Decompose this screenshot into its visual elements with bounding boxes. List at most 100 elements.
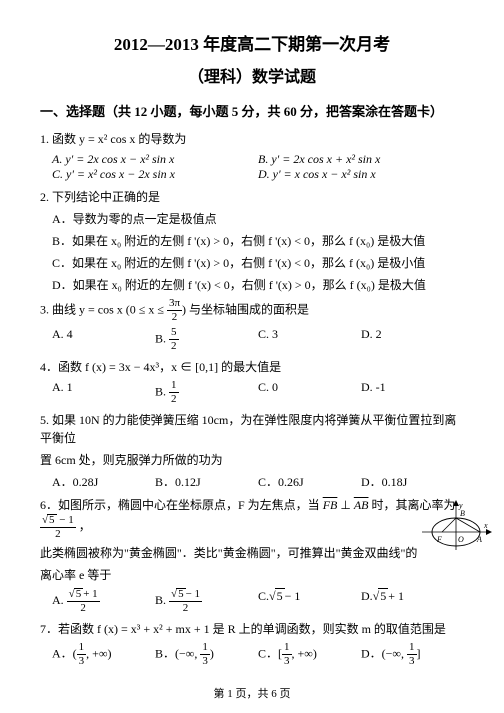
q3-opt-b: B. 52 xyxy=(155,327,258,352)
q6-ab: AB xyxy=(354,498,369,512)
q4-opt-a: A. 1 xyxy=(52,380,155,405)
q3-frac: 3π2 xyxy=(167,298,182,323)
q5-opt-d: D．0.18J xyxy=(361,473,464,490)
q3-opt-b-label: B. xyxy=(155,331,169,345)
q1-options: A. y' = 2x cos x − x² sin x B. y' = 2x c… xyxy=(52,152,464,182)
q6-line2: 此类椭圆被称为"黄金椭圆"．类比"黄金椭圆"，可推算出"黄金双曲线"的 xyxy=(40,544,464,562)
q7-d-post: ] xyxy=(417,646,421,660)
q4-opt-b-label: B. xyxy=(155,384,169,398)
q6-b-sqrt: 5 xyxy=(176,588,186,600)
fig-label-a: A xyxy=(476,535,482,544)
q6-opt-d: D.√5+ 1 xyxy=(361,588,464,614)
q7-a-num: 1 xyxy=(77,642,87,655)
section-1-heading: 一、选择题（共 12 小题，每小题 5 分，共 60 分，把答案涂在答题卡） xyxy=(40,101,464,120)
q5-opt-a: A．0.28J xyxy=(52,473,155,490)
q7-opt-d: D．(−∞, 13] xyxy=(361,642,464,667)
q7-a-post: , +∞) xyxy=(86,646,111,660)
q5-line2: 置 6cm 处，则克服弹力所做的功为 xyxy=(40,451,464,469)
q6-d-sqrt: 5 xyxy=(378,588,388,604)
q1-opt-c: C. y' = x² cos x − 2x sin x xyxy=(52,167,175,181)
q3-opt-c: C. 3 xyxy=(258,327,361,352)
q4-b-den: 2 xyxy=(169,393,179,405)
q6-a-num: √5+ 1 xyxy=(67,588,100,602)
q6-a-label: A. xyxy=(52,593,64,607)
q6-c-sqrt: 5 xyxy=(275,588,285,604)
q6-options: A. √5+ 12 B. √5− 12 C.√5− 1 D.√5+ 1 xyxy=(52,588,464,614)
fig-label-x: x xyxy=(483,521,488,530)
q6-opt-a: A. √5+ 12 xyxy=(52,588,155,614)
q6-f1-num: √5 − 1 xyxy=(40,514,76,528)
exam-page: 2012—2013 年度高二下期第一次月考 （理科）数学试题 一、选择题（共 1… xyxy=(0,0,504,711)
q2-opt-c: C．如果在 x₀ 附近的左侧 f '(x) > 0，右侧 f '(x) < 0，… xyxy=(52,254,464,272)
q2-opt-b: B．如果在 x₀ 附近的左侧 f '(x) > 0，右侧 f '(x) < 0，… xyxy=(52,232,464,250)
q6-l1-pre: 6．如图所示，椭圆中心在坐标原点，F 为左焦点，当 xyxy=(40,498,320,512)
q3-b-num: 5 xyxy=(169,327,179,340)
q6-b-num: √5− 1 xyxy=(169,588,202,602)
q1-opt-b: B. y' = 2x cos x + x² sin x xyxy=(258,152,380,166)
q7-a-pre: A．( xyxy=(52,646,77,660)
q7-d-num: 1 xyxy=(407,642,417,655)
q6-b-den: 2 xyxy=(169,602,202,614)
q7-b-pre: B．(−∞, xyxy=(155,646,200,660)
q6-a-sqrt: 5 xyxy=(74,588,84,600)
question-1: 1. 函数 y = x² cos x 的导数为 xyxy=(40,130,464,148)
q6-opt-b: B. √5− 12 xyxy=(155,588,258,614)
q7-opt-b: B．(−∞, 13) xyxy=(155,642,258,667)
q6-f1-sqrt: 5 xyxy=(47,514,57,526)
q6-frac1: √5 − 1 2 xyxy=(40,514,76,540)
fig-label-b: B xyxy=(460,509,465,518)
question-6-wrap: 6．如图所示，椭圆中心在坐标原点，F 为左焦点，当 FB ⊥ AB 时，其离心率… xyxy=(40,496,464,584)
ellipse-figure: y B F O A x xyxy=(420,500,492,554)
q6-l1-end: ， xyxy=(79,519,91,533)
q4-options: A. 1 B. 12 C. 0 D. -1 xyxy=(52,380,464,405)
q7-d-den: 3 xyxy=(407,655,417,667)
q7-opt-c: C．[13, +∞) xyxy=(258,642,361,667)
q2-opt-a: A．导数为零的点一定是极值点 xyxy=(52,210,464,228)
q3-options: A. 4 B. 52 C. 3 D. 2 xyxy=(52,327,464,352)
question-6-line1: 6．如图所示，椭圆中心在坐标原点，F 为左焦点，当 FB ⊥ AB 时，其离心率… xyxy=(40,496,464,540)
q2-stem: 2. 下列结论中正确的是 xyxy=(40,190,160,204)
q6-c-post: − 1 xyxy=(285,589,301,603)
q3-opt-a: A. 4 xyxy=(52,327,155,352)
q6-fb: FB xyxy=(323,498,338,512)
q6-opt-c: C.√5− 1 xyxy=(258,588,361,614)
q7-c-num: 1 xyxy=(282,642,292,655)
q6-a-den: 2 xyxy=(67,602,100,614)
page-title: 2012—2013 年度高二下期第一次月考 xyxy=(40,30,464,55)
q7-stem: 7．若函数 f (x) = x³ + x² + mx + 1 是 R 上的单调函… xyxy=(40,622,446,636)
q7-opt-a: A．(13, +∞) xyxy=(52,642,155,667)
q7-c-post: , +∞) xyxy=(292,646,317,660)
q6-f1-den: 2 xyxy=(40,528,76,540)
q5-options: A．0.28J B．0.12J C．0.26J D．0.18J xyxy=(52,473,464,490)
q6-b-post: − 1 xyxy=(186,588,200,600)
q1-stem: 1. 函数 y = x² cos x 的导数为 xyxy=(40,132,186,146)
q6-d-pre: D.√ xyxy=(361,589,379,603)
q6-a-post: + 1 xyxy=(83,588,97,600)
q4-opt-c: C. 0 xyxy=(258,380,361,405)
q6-c-pre: C.√ xyxy=(258,589,276,603)
q1-opt-d: D. y' = x cos x − x² sin x xyxy=(258,167,376,181)
page-subtitle: （理科）数学试题 xyxy=(40,63,464,87)
q3-stem-post: ) 与坐标轴围成的面积是 xyxy=(182,302,309,316)
q3-frac-num: 3π xyxy=(167,298,182,311)
q6-perp: ⊥ xyxy=(340,498,350,512)
question-5: 5. 如果 10N 的力能使弹簧压缩 10cm，为在弹性限度内将弹簧从平衡位置拉… xyxy=(40,411,464,447)
q7-c-den: 3 xyxy=(282,655,292,667)
fig-label-o: O xyxy=(458,535,464,544)
q6-b-label: B. xyxy=(155,593,166,607)
q5-line1: 5. 如果 10N 的力能使弹簧压缩 10cm，为在弹性限度内将弹簧从平衡位置拉… xyxy=(40,413,456,445)
q3-frac-den: 2 xyxy=(167,311,182,323)
q7-d-pre: D．(−∞, xyxy=(361,646,407,660)
q4-stem: 4．函数 f (x) = 3x − 4x³，x ∈ [0,1] 的最大值是 xyxy=(40,360,281,374)
q4-b-num: 1 xyxy=(169,380,179,393)
q7-b-num: 1 xyxy=(200,642,210,655)
question-7: 7．若函数 f (x) = x³ + x² + mx + 1 是 R 上的单调函… xyxy=(40,620,464,638)
q4-opt-d: D. -1 xyxy=(361,380,464,405)
q7-b-post: ) xyxy=(210,646,214,660)
q5-opt-c: C．0.26J xyxy=(258,473,361,490)
q7-a-den: 3 xyxy=(77,655,87,667)
question-2: 2. 下列结论中正确的是 xyxy=(40,188,464,206)
q3-opt-d: D. 2 xyxy=(361,327,464,352)
q7-b-den: 3 xyxy=(200,655,210,667)
q2-opt-d: D．如果在 x₀ 附近的左侧 f '(x) < 0，右侧 f '(x) > 0，… xyxy=(52,276,464,294)
